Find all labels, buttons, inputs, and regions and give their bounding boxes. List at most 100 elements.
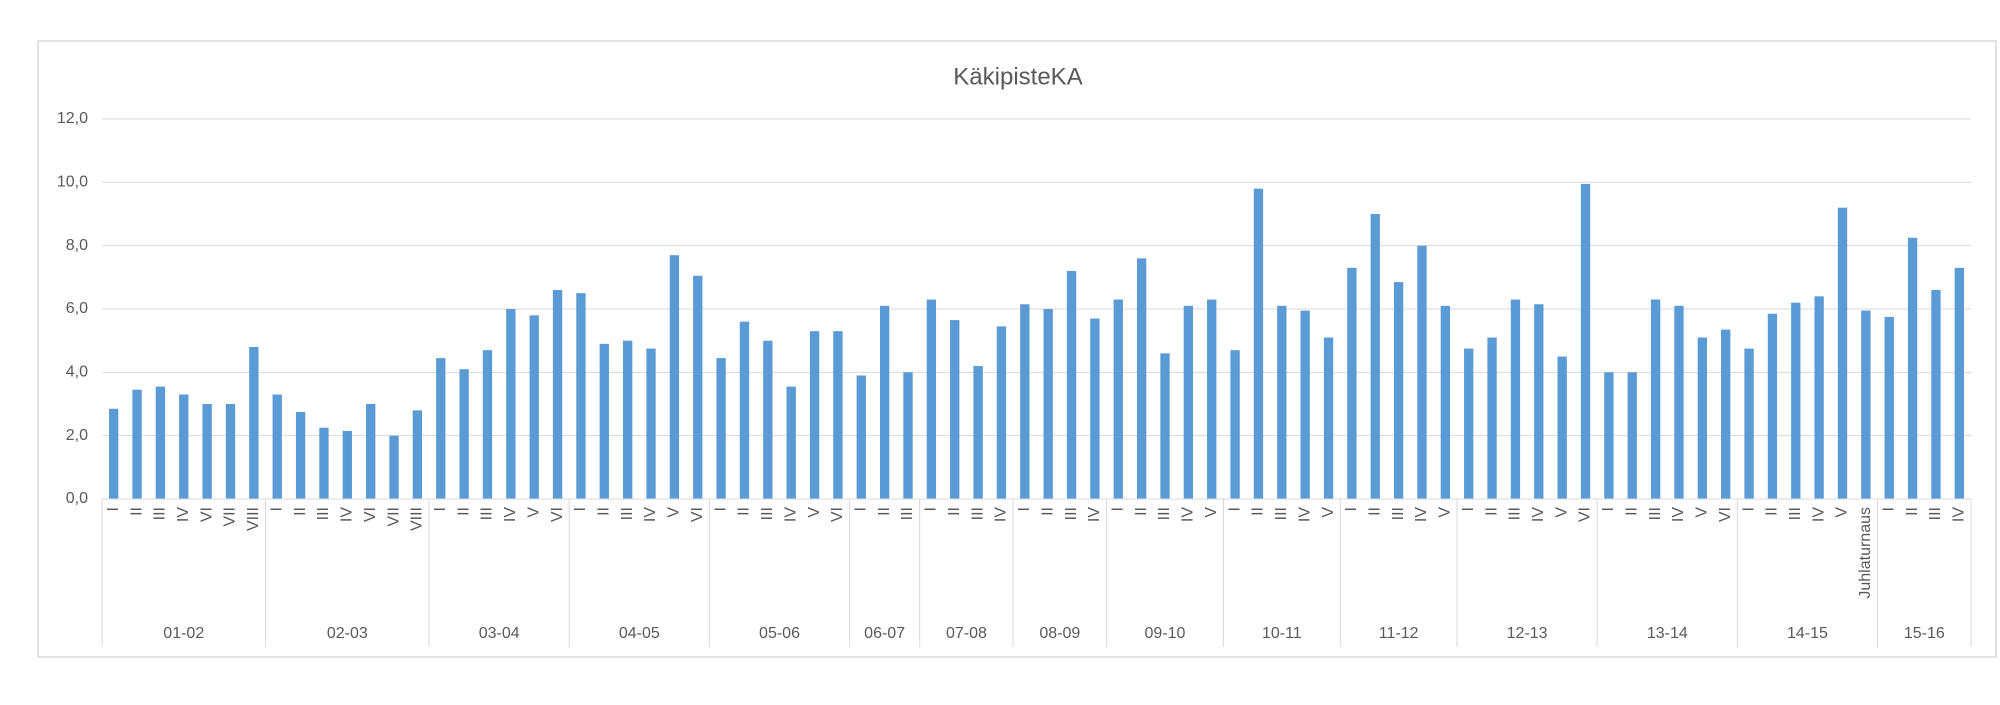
- x-tick-label: II: [292, 507, 309, 516]
- bar: [506, 309, 516, 499]
- x-tick-label: IV: [1296, 507, 1313, 522]
- bar: [926, 299, 937, 499]
- x-tick-label: I: [712, 507, 729, 511]
- bar: [552, 290, 563, 499]
- group-label: 06-07: [864, 625, 905, 642]
- bar: [389, 435, 399, 499]
- x-tick-label: Juhlaturnaus: [1857, 507, 1874, 599]
- x-tick-label: III: [1927, 507, 1944, 520]
- x-tick-label: III: [1787, 507, 1804, 520]
- group-label: 13-14: [1647, 625, 1688, 642]
- x-tick-label: III: [969, 507, 986, 520]
- bar: [482, 350, 493, 499]
- x-tick-label: VI: [1717, 507, 1734, 522]
- bar: [1370, 214, 1380, 499]
- bar: [809, 331, 820, 499]
- bar: [1043, 309, 1053, 499]
- y-tick-label: 12,0: [57, 110, 88, 127]
- bar: [1393, 282, 1404, 499]
- bar: [155, 386, 166, 499]
- x-tick-label: V: [1437, 507, 1454, 518]
- x-tick-label: V: [1834, 507, 1851, 518]
- y-tick-label: 0,0: [66, 490, 88, 507]
- x-tick-label: IV: [1086, 507, 1103, 522]
- x-tick-label: VIII: [245, 507, 262, 531]
- x-tick-label: II: [1483, 507, 1500, 516]
- group-label: 03-04: [479, 625, 520, 642]
- x-tick-label: I: [1016, 507, 1033, 511]
- bar: [459, 369, 469, 499]
- y-tick-label: 10,0: [57, 174, 88, 191]
- x-tick-label: II: [1250, 507, 1267, 516]
- bar: [1767, 313, 1778, 499]
- bar: [365, 404, 376, 499]
- x-tick-label: II: [1039, 507, 1056, 516]
- x-tick-label: III: [759, 507, 776, 520]
- bar: [132, 389, 142, 499]
- bar: [879, 305, 890, 499]
- bar: [833, 331, 843, 499]
- x-tick-label: III: [1507, 507, 1524, 520]
- bar: [1347, 267, 1357, 499]
- x-tick-label: II: [1904, 507, 1921, 516]
- bar: [669, 255, 680, 499]
- x-tick-label: I: [1880, 507, 1897, 511]
- x-tick-label: VI: [549, 507, 566, 522]
- bar: [1277, 305, 1287, 499]
- bar: [1090, 318, 1100, 499]
- bar: [1697, 337, 1708, 499]
- x-tick-label: IV: [339, 507, 356, 522]
- x-tick-label: II: [946, 507, 963, 516]
- bar: [576, 293, 586, 499]
- bar: [903, 372, 913, 499]
- x-tick-label: III: [899, 507, 916, 520]
- x-tick-label: IV: [502, 507, 519, 522]
- x-tick-label: IV: [993, 507, 1010, 522]
- bar: [295, 411, 306, 499]
- bar: [1487, 337, 1497, 499]
- bar: [412, 410, 423, 499]
- bar: [1604, 372, 1614, 499]
- bar: [950, 320, 960, 499]
- x-tick-label: I: [1109, 507, 1126, 511]
- x-tick-label: I: [268, 507, 285, 511]
- bar: [1020, 304, 1030, 499]
- x-tick-label: II: [1623, 507, 1640, 516]
- bar: [249, 347, 259, 499]
- x-tick-label: IV: [642, 507, 659, 522]
- bar: [1674, 305, 1684, 499]
- chart-title: KäkipisteKA: [953, 63, 1082, 90]
- group-label: 11-12: [1379, 625, 1419, 642]
- x-tick-label: V: [1553, 507, 1570, 518]
- x-tick-label: III: [1063, 507, 1080, 520]
- x-tick-label: III: [619, 507, 636, 520]
- bar: [109, 408, 119, 499]
- group-label: 09-10: [1145, 625, 1186, 642]
- bar: [973, 366, 983, 499]
- x-tick-label: IV: [175, 507, 192, 522]
- bar: [529, 315, 539, 499]
- bar: [763, 340, 773, 499]
- bar: [1113, 299, 1123, 499]
- bar: [1323, 337, 1334, 499]
- x-tick-label: V: [1320, 507, 1337, 518]
- bar: [342, 430, 352, 499]
- x-tick-label: IV: [1951, 507, 1968, 522]
- bar: [646, 348, 656, 499]
- x-tick-label: V: [1203, 507, 1220, 518]
- group-label: 14-15: [1787, 625, 1828, 642]
- bar: [179, 394, 189, 499]
- x-tick-label: III: [1273, 507, 1290, 520]
- x-tick-label: IV: [1180, 507, 1197, 522]
- x-tick-label: II: [596, 507, 613, 516]
- bar: [1837, 207, 1848, 499]
- x-tick-label: VI: [689, 507, 706, 522]
- bar: [1557, 356, 1567, 499]
- bar: [693, 275, 703, 499]
- bar: [1207, 299, 1217, 499]
- bar: [1440, 305, 1451, 499]
- bar: [202, 404, 212, 499]
- x-tick-label: I: [1740, 507, 1757, 511]
- y-tick-label: 8,0: [66, 237, 88, 254]
